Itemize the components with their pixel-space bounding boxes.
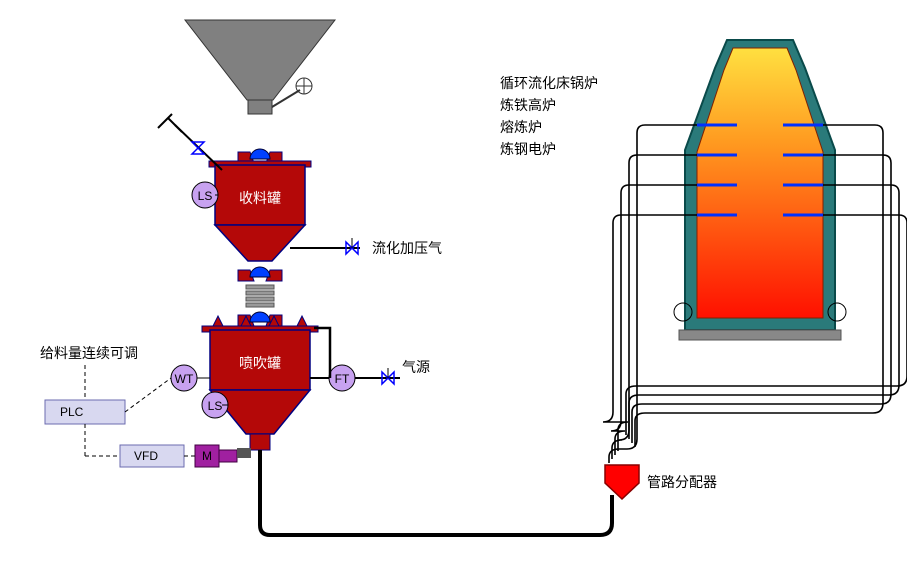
- svg-text:WT: WT: [175, 372, 194, 386]
- svg-text:流化加压气: 流化加压气: [372, 240, 442, 256]
- svg-text:炼钢电炉: 炼钢电炉: [500, 141, 556, 157]
- svg-text:炼铁高炉: 炼铁高炉: [500, 97, 556, 113]
- svg-text:给料量连续可调: 给料量连续可调: [40, 345, 138, 361]
- plc-box: [45, 400, 125, 424]
- hopper-neck: [248, 100, 272, 114]
- distributor: [605, 465, 639, 499]
- svg-text:管路分配器: 管路分配器: [647, 474, 717, 490]
- svg-text:LS: LS: [208, 399, 223, 413]
- svg-text:气源: 气源: [402, 359, 430, 375]
- svg-text:收料罐: 收料罐: [239, 190, 281, 206]
- svg-text:熔炼炉: 熔炼炉: [500, 119, 542, 135]
- svg-text:M: M: [202, 449, 212, 463]
- hopper: [185, 20, 335, 100]
- svg-text:PLC: PLC: [60, 405, 84, 419]
- svg-text:LS: LS: [198, 189, 213, 203]
- svg-text:喷吹罐: 喷吹罐: [239, 355, 281, 371]
- svg-text:FT: FT: [335, 372, 350, 386]
- main-pipe: [260, 450, 612, 535]
- svg-text:VFD: VFD: [134, 449, 158, 463]
- svg-text:循环流化床锅炉: 循环流化床锅炉: [500, 75, 598, 91]
